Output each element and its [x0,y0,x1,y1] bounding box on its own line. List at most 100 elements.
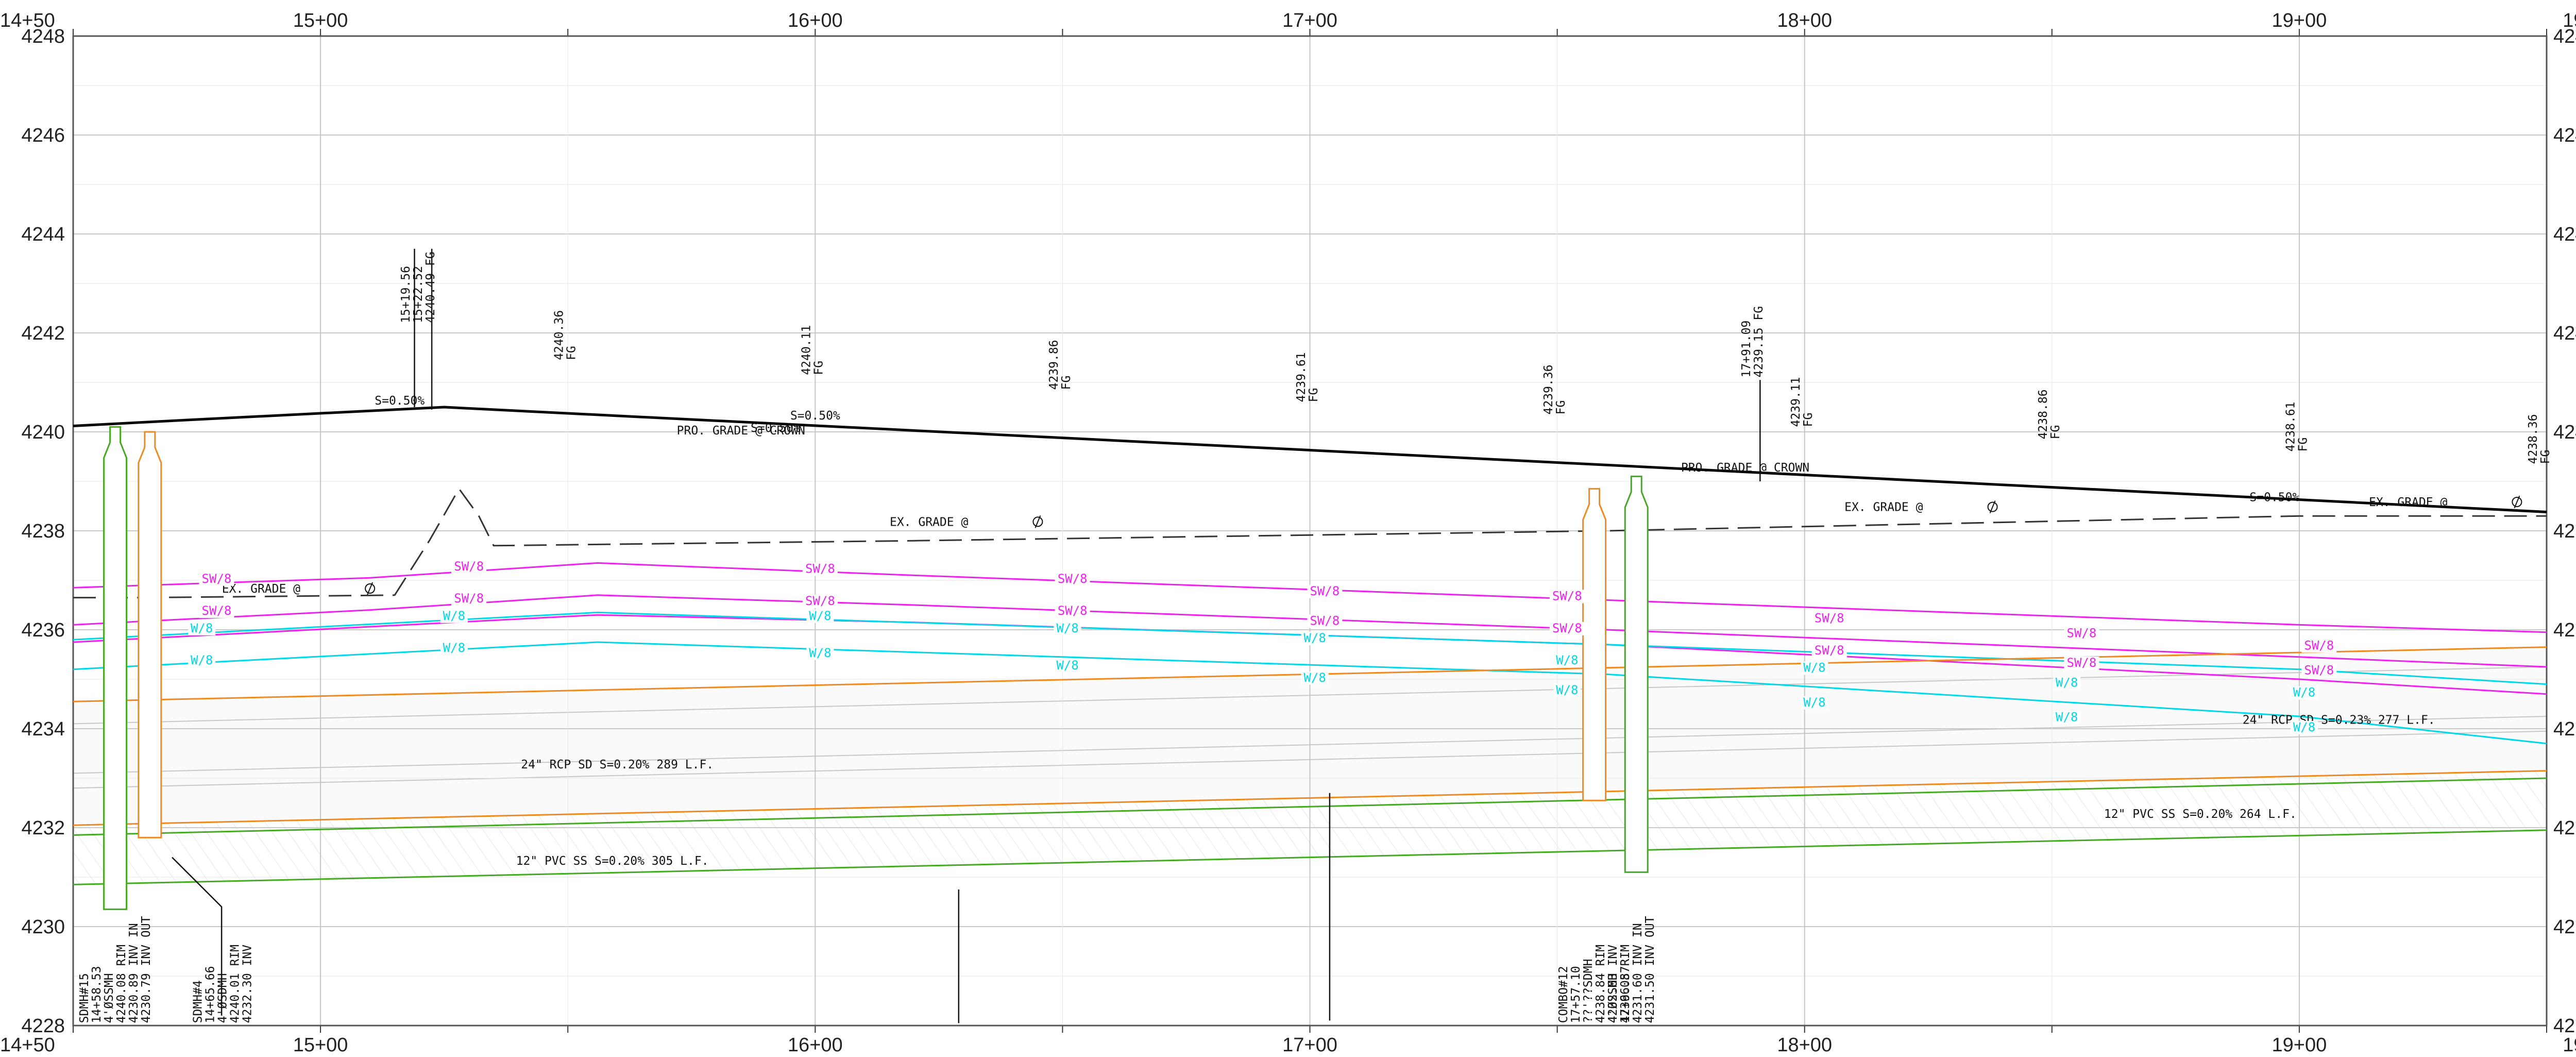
station-label-top: 19+00 [2272,10,2327,31]
elevation-label-left: 4228 [21,1015,65,1037]
vertical-annotation-line: 4240.49 FG [424,251,437,323]
elevation-label-left: 4230 [21,916,65,938]
centerline-circle [1987,501,1998,512]
profile-border [72,35,2548,1027]
line-label-bg [806,609,834,623]
utility-line-label: W/8 [1303,670,1326,685]
line-label-bg [2064,627,2099,641]
elevation-label-left: 4244 [21,224,65,245]
line-label-bg [802,562,838,576]
vertical-annotation-line: 14+65.66 [204,966,217,1023]
station-label-top: 16+00 [788,10,843,31]
centerline-circle [365,583,376,594]
vertical-annotation-line: FG [812,361,826,375]
line-label-bg [2301,664,2337,678]
station-label-bottom: 19+50 [2563,1034,2576,1056]
vertical-annotation-line: 4240.11 [800,325,814,375]
vertical-annotation-line: 4230.89 INV IN [127,923,141,1023]
vertical-annotation-line: FG [2296,438,2310,452]
line-label-bg [451,592,487,606]
utility-line-label: SW/8 [202,603,232,618]
utility-line-label: W/8 [1056,658,1078,673]
line-label-bg [199,572,234,586]
utility-line-label: W/8 [1556,683,1578,697]
station-label-top: 15+00 [293,10,348,31]
elevation-label-left: 4246 [21,125,65,146]
line-label-bg [1549,622,1585,635]
vertical-annotation-line: 14+58.53 [90,966,104,1023]
profile-note: 24" RCP SD S=0.20% 289 L.F. [521,758,714,771]
line-label-bg [2053,711,2081,725]
profile-note: S=0.50% [790,409,840,423]
leader-line [172,857,223,1016]
vertical-annotation-line: 4'ØSSMH [103,973,116,1023]
line-label-bg [199,605,234,618]
line-label-bg [1307,614,1343,628]
elevation-label-left: 4240 [21,422,65,443]
station-label-top: 18+00 [1777,10,1832,31]
profile-note: S=0.50% [375,394,425,408]
elevation-label-left: 4242 [21,323,65,344]
utility-line-label: SW/8 [454,559,484,574]
utility-line-label: W/8 [2056,675,2078,690]
elevation-label-right: 4228 [2553,1015,2576,1037]
vertical-annotation-line: 15+19.56 [399,266,413,323]
line-label-bg [2064,657,2099,670]
line-label-bg [188,654,216,668]
elevation-label-right: 4238 [2553,521,2576,542]
profile-note: EX. GRADE @ [1844,501,1923,514]
centerline-circle [2512,497,2522,507]
line-label-bg [2291,686,2318,700]
elevation-label-right: 4236 [2553,619,2576,641]
line-label-bg [1054,622,1081,635]
vertical-annotation-line: FG [1060,376,1073,390]
centerline-stroke [1989,500,1996,513]
vertical-annotation-line: FG [1802,413,1815,427]
utility-line-label: W/8 [2293,720,2315,734]
utility-line-label: SW/8 [1815,643,1844,658]
line-label-bg [1301,671,1329,685]
vertical-annotation-line: 4230.79 INV OUT [140,916,153,1023]
profile-lines [73,406,2547,885]
elevation-label-right: 4248 [2553,26,2576,47]
profile-note: S=0.50% [751,422,801,435]
line-label-bg [2301,639,2337,653]
profile-note: S=0.50% [2249,491,2299,504]
utility-line-label: W/8 [1556,653,1578,667]
line-label-bg [1811,612,1847,626]
utility-line-label: W/8 [809,646,831,660]
line-label-bg [1307,584,1343,598]
elevation-label-right: 4240 [2553,422,2576,443]
line-label-bg [1553,683,1581,697]
line-label-bg [188,622,216,635]
vertical-annotation-line: 4232.63 INV [1606,945,1620,1023]
vertical-annotation-line: FG [2049,425,2062,440]
centerline-stroke [1035,515,1041,528]
sewer-line-2 [73,594,2547,668]
station-label-top: 14+50 [0,10,55,31]
utility-line-label: SW/8 [454,591,484,606]
utility-line-label: SW/8 [202,572,232,586]
annotations: S=0.50%S=0.50%PRO. GRADE @ CROWNS=0.50%P… [78,251,2552,1023]
vertical-annotation-line: 4238.36 [2527,414,2540,464]
station-label-bottom: 14+50 [0,1034,55,1056]
station-label-top: 19+50 [2563,10,2576,31]
vertical-annotation-line: 4239.15 FG [1752,306,1766,377]
line-label-bg [1801,696,1828,710]
vertical-annotation-line: COMBO#12 [1557,966,1570,1023]
utility-line-label: SW/8 [2067,626,2097,640]
line-label-bg [2053,676,2081,690]
line-label-bg [806,646,834,660]
vertical-annotation-line: 4'ØSSMH [1606,973,1620,1023]
utility-line-label: SW/8 [1058,603,1088,618]
vertical-annotation-line: 4239.36 [1542,364,1555,414]
